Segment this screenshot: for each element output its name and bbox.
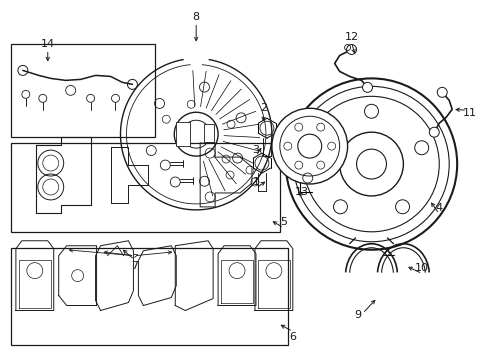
Text: 10: 10 [414, 263, 428, 273]
Text: 13: 13 [294, 187, 308, 197]
Text: 7: 7 [131, 261, 138, 271]
Text: 1: 1 [252, 177, 259, 187]
Text: 14: 14 [41, 39, 55, 49]
Text: 3: 3 [252, 145, 259, 155]
Text: 8: 8 [192, 12, 199, 22]
Circle shape [271, 108, 347, 184]
Circle shape [356, 149, 386, 179]
FancyBboxPatch shape [176, 122, 190, 146]
Text: 11: 11 [462, 108, 476, 118]
Text: 5: 5 [280, 217, 287, 227]
Text: 4: 4 [435, 203, 442, 213]
Circle shape [362, 82, 372, 92]
Text: 9: 9 [353, 310, 360, 320]
FancyBboxPatch shape [11, 44, 155, 137]
Circle shape [428, 127, 438, 137]
Circle shape [346, 45, 356, 54]
Text: 6: 6 [289, 332, 296, 342]
FancyBboxPatch shape [11, 143, 279, 232]
FancyBboxPatch shape [203, 124, 214, 142]
Circle shape [436, 87, 447, 97]
Circle shape [297, 134, 321, 158]
Text: 12: 12 [344, 32, 358, 41]
Text: 2: 2 [260, 103, 267, 113]
FancyBboxPatch shape [11, 248, 287, 345]
Circle shape [285, 78, 456, 250]
